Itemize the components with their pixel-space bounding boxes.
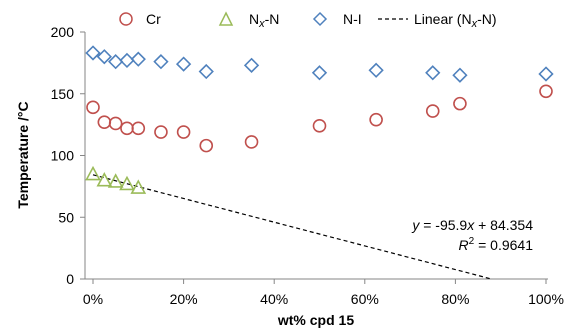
data-point-n-i xyxy=(452,67,468,83)
data-point-cr xyxy=(539,84,553,99)
legend-marker-n-i xyxy=(312,11,328,27)
data-point-cr xyxy=(312,119,327,133)
data-point-nx-n xyxy=(119,175,135,191)
data-point-n-i xyxy=(243,57,260,73)
data-point-cr xyxy=(453,96,467,111)
data-point-n-i xyxy=(119,52,135,69)
data-point-cr xyxy=(176,125,191,139)
data-point-cr xyxy=(131,121,146,136)
data-point-cr xyxy=(199,138,214,153)
data-point-nx-n xyxy=(107,173,124,188)
data-point-n-i xyxy=(175,56,192,72)
y-tick-label: 50 xyxy=(58,209,74,225)
data-point-n-i xyxy=(130,51,146,67)
data-point-n-i xyxy=(153,54,169,70)
trendline xyxy=(92,174,492,280)
legend-marker-nx-n xyxy=(218,11,234,26)
x-tick-label: 60% xyxy=(351,291,379,307)
trendline-group xyxy=(92,174,492,280)
data-point-cr xyxy=(108,116,123,131)
data-point-nx-n xyxy=(130,179,147,194)
y-ticks: 0 50 100 150 200 xyxy=(51,24,85,287)
trendline-equation: y = -95.9x + 84.354 xyxy=(411,217,533,233)
x-ticks: 0% 20% 40% 60% 80% 100% xyxy=(83,279,564,307)
data-point-cr xyxy=(425,104,440,118)
data-point-nx-n xyxy=(85,165,101,181)
legend-label-cr: Cr xyxy=(146,11,161,27)
y-tick-label: 100 xyxy=(51,148,75,164)
x-axis-title: wt% cpd 15 xyxy=(277,312,354,328)
legend-label-n-i: N-I xyxy=(343,11,362,27)
data-point-n-i xyxy=(96,49,112,65)
legend: Cr Nx-N N-I Linear (Nx-N) xyxy=(119,11,497,30)
x-tick-label: 0% xyxy=(83,291,103,307)
x-tick-label: 100% xyxy=(528,291,564,307)
data-point-n-i xyxy=(368,62,384,78)
legend-label-nx-n: Nx-N xyxy=(249,11,279,30)
legend-marker-cr xyxy=(119,12,133,26)
y-tick-label: 200 xyxy=(51,24,75,40)
data-point-n-i xyxy=(425,65,441,81)
data-point-cr xyxy=(369,112,383,127)
y-tick-label: 150 xyxy=(51,86,75,102)
y-axis-title: Temperature /°C xyxy=(15,101,31,208)
series-group xyxy=(85,45,554,194)
data-point-nx-n xyxy=(96,172,113,187)
data-point-n-i xyxy=(538,66,554,82)
y-tick-label: 0 xyxy=(66,271,74,287)
data-point-n-i xyxy=(108,54,124,70)
data-point-n-i xyxy=(198,63,214,80)
data-point-cr xyxy=(97,115,112,129)
data-point-cr xyxy=(154,125,168,139)
data-point-n-i xyxy=(85,45,101,61)
x-tick-label: 40% xyxy=(260,291,288,307)
trendline-r-squared: R2 = 0.9641 xyxy=(459,236,534,253)
x-tick-label: 80% xyxy=(441,291,469,307)
data-point-n-i xyxy=(311,65,328,81)
legend-label-linear: Linear (Nx-N) xyxy=(414,11,497,30)
x-tick-label: 20% xyxy=(170,291,198,307)
data-point-cr xyxy=(120,121,134,136)
data-point-cr xyxy=(244,135,259,149)
data-point-cr xyxy=(86,100,100,115)
